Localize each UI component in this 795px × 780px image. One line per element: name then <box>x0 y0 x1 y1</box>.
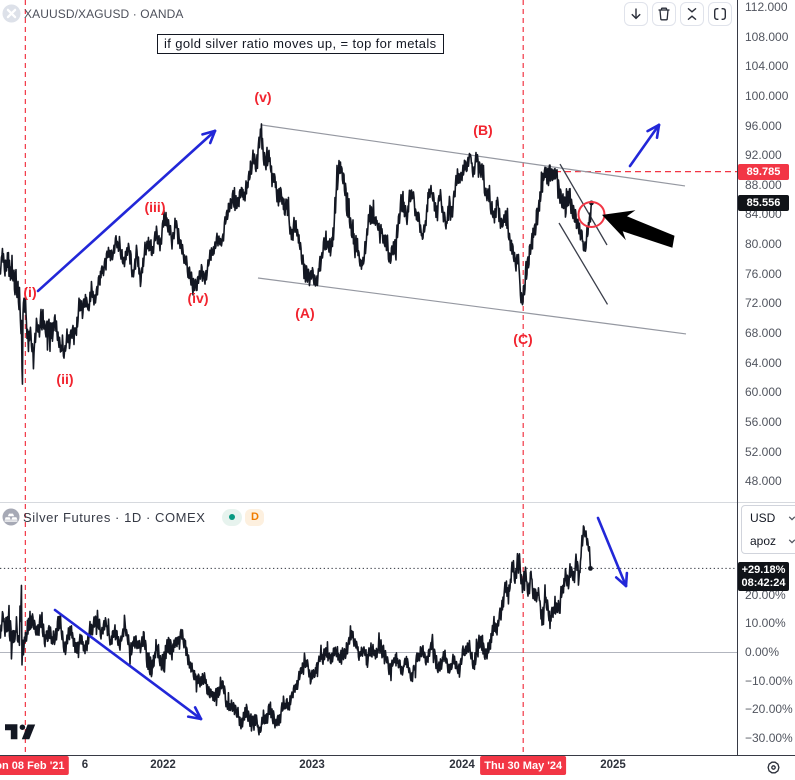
wave-label-B[interactable]: (B) <box>473 122 493 138</box>
trend-arrow-down-1-seg <box>53 608 203 721</box>
price-tick-64: 64.000 <box>745 355 782 370</box>
price-line-silver[interactable] <box>0 525 592 736</box>
trend-arrow-down-2-seg <box>614 576 628 588</box>
trash-icon <box>658 7 670 21</box>
chevron-down-icon <box>788 516 795 521</box>
maximize-pane-button[interactable] <box>708 2 732 26</box>
wave-label-iv[interactable]: (iv) <box>187 289 209 306</box>
percent-tick-10: 10.00% <box>745 616 786 631</box>
symbol-legend-top[interactable]: XAUUSD/XAGUSD · OANDA <box>2 4 183 23</box>
price-tick-76: 76.000 <box>745 266 782 281</box>
last-price-badge: 85.556 <box>738 194 789 211</box>
time-axis-settings-button[interactable] <box>752 755 795 780</box>
trend-arrow-up-1-seg <box>208 129 217 145</box>
alert-price-badge: 89.785 <box>738 163 789 180</box>
pointer-arrow[interactable] <box>602 210 675 248</box>
time-tick-2025[interactable]: 2025 <box>600 759 626 771</box>
scale-option-apoz[interactable]: apoz <box>742 530 795 554</box>
price-tick-72: 72.000 <box>745 296 782 311</box>
percent-change-badge: +29.18% 08:42:24 <box>738 562 789 592</box>
wave-label-A[interactable]: (A) <box>295 305 315 322</box>
percent-tick-0: 0.00% <box>745 645 780 659</box>
symbol-title-top[interactable]: XAUUSD/XAGUSD · OANDA <box>24 6 184 21</box>
trend-arrow-up-2-seg <box>628 123 661 168</box>
tradingview-logo[interactable] <box>5 724 36 741</box>
price-tick-96: 96.000 <box>745 118 782 133</box>
trend-arrow-up-1-seg <box>36 129 217 293</box>
price-tick-100: 100.000 <box>745 88 789 103</box>
trend-arrow-up-2-seg <box>646 123 661 133</box>
price-tick-104: 104.000 <box>745 59 789 74</box>
price-tick-112: 112.000 <box>745 0 788 14</box>
market-status-pill[interactable] <box>222 508 243 526</box>
percent-tick--10: −10.00% <box>745 673 793 688</box>
trend-arrow-down-1-seg <box>186 715 203 721</box>
symbol-legend-bottom[interactable]: Silver Futures · 1D · COMEX D <box>2 508 265 526</box>
time-tick-2023[interactable]: 2023 <box>299 759 325 771</box>
trend-arrow-up-2[interactable] <box>628 123 661 168</box>
trend-arrow-down-1[interactable] <box>53 608 203 721</box>
wave-label-i[interactable]: (i) <box>23 283 37 300</box>
crosshair-date-badge-start: Mon 08 Feb '21 <box>0 756 69 775</box>
price-tick-88: 88.000 <box>745 177 782 192</box>
price-line-ratio[interactable] <box>0 123 593 385</box>
price-tick-92: 92.000 <box>745 148 782 163</box>
wave-label-v[interactable]: (v) <box>254 89 272 106</box>
flag-channel-line-2[interactable] <box>558 222 609 305</box>
trend-arrow-up-2-seg <box>655 123 661 140</box>
price-tick-48: 48.000 <box>745 474 782 489</box>
wave-label-ii[interactable]: (ii) <box>56 370 74 387</box>
collapse-pane-button[interactable] <box>680 2 704 26</box>
bar-countdown: 08:42:24 <box>741 576 786 589</box>
interval-pill[interactable]: D <box>245 508 265 526</box>
download-icon <box>631 8 641 20</box>
collapse-icon <box>687 7 697 21</box>
price-tick-56: 56.000 <box>745 414 782 429</box>
percent-tick-20: 20.00% <box>745 587 786 602</box>
scale-option-usd[interactable]: USD <box>742 506 795 530</box>
market-open-dot-icon <box>229 514 236 520</box>
download-button[interactable] <box>624 2 648 26</box>
trend-arrow-down-2-seg <box>624 571 629 588</box>
percent-change-value: +29.18% <box>741 563 786 576</box>
wave-label-iii[interactable]: (iii) <box>144 198 166 215</box>
time-tick-6[interactable]: 6 <box>81 759 89 771</box>
pane-toolbar <box>624 2 732 26</box>
time-tick-2024[interactable]: 2024 <box>449 759 475 771</box>
trend-arrow-down-2-seg <box>596 516 628 588</box>
percent-tick--30: −30.00% <box>745 730 793 745</box>
price-tick-68: 68.000 <box>745 326 782 341</box>
trend-arrow-down-2[interactable] <box>596 516 629 588</box>
channel-line-upper[interactable] <box>260 124 686 187</box>
delete-button[interactable] <box>652 2 676 26</box>
price-line-silver-last-dot <box>588 565 593 571</box>
symbol-title-bottom[interactable]: Silver Futures · 1D · COMEX <box>23 509 206 525</box>
chevron-down-icon <box>788 539 795 544</box>
trend-arrow-down-1-seg <box>193 706 203 721</box>
gear-icon <box>767 761 780 774</box>
scale-unit-menu: USD apoz <box>741 505 795 554</box>
maximize-icon <box>714 8 726 20</box>
channel-line-lower[interactable] <box>257 277 687 335</box>
price-tick-108: 108.000 <box>745 29 789 44</box>
annotation-note[interactable]: if gold silver ratio moves up, = top for… <box>157 34 444 55</box>
trend-arrow-up-1-seg <box>201 129 217 136</box>
price-tick-84: 84.000 <box>745 207 782 222</box>
trend-arrow-up-1[interactable] <box>36 129 217 293</box>
highlight-circle[interactable] <box>577 200 606 228</box>
price-tick-52: 52.000 <box>745 444 782 459</box>
silver-logo-icon <box>2 508 20 526</box>
time-tick-2022[interactable]: 2022 <box>150 759 176 771</box>
crosshair-date-badge-end: Thu 30 May '24 <box>480 756 567 775</box>
price-tick-80: 80.000 <box>745 237 782 252</box>
symbol-logo-x-icon <box>2 4 21 23</box>
percent-tick--20: −20.00% <box>745 702 793 717</box>
wave-label-C[interactable]: (C) <box>513 331 533 348</box>
price-tick-60: 60.000 <box>745 385 782 400</box>
